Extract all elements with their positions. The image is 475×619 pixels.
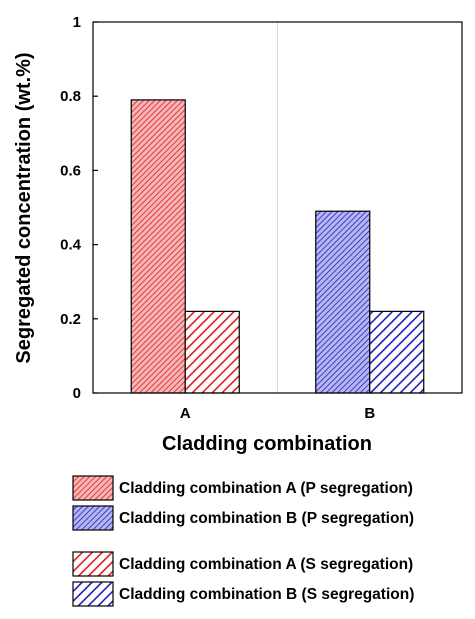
x-tick-label: B xyxy=(364,405,375,422)
y-tick-label: 0 xyxy=(73,385,81,402)
legend-label: Cladding combination A (S segregation) xyxy=(119,556,413,573)
legend-label: Cladding combination B (S segregation) xyxy=(119,586,414,603)
legend-swatch xyxy=(72,475,114,501)
bar-a-p xyxy=(130,99,186,394)
legend-label: Cladding combination B (P segregation) xyxy=(119,510,414,527)
legend-label: Cladding combination A (P segregation) xyxy=(119,480,413,497)
plot-frame xyxy=(92,21,463,394)
plot-area: A B 0 0.2 0.4 0.6 0.8 1 xyxy=(60,14,463,422)
legend-swatch xyxy=(72,581,114,607)
x-axis-title: Cladding combination xyxy=(162,433,372,455)
bar-b-p xyxy=(315,210,371,394)
x-tick-label: A xyxy=(180,405,191,422)
legend: Cladding combination A (P segregation) Cl… xyxy=(72,475,414,607)
y-tick-label: 0.6 xyxy=(60,162,81,179)
bar-b-s xyxy=(369,310,425,394)
y-tick-label: 0.2 xyxy=(60,311,81,328)
bar-a-s xyxy=(184,310,240,394)
legend-swatch xyxy=(72,551,114,577)
y-tick-label: 1 xyxy=(73,14,81,31)
y-tick-label: 0.4 xyxy=(60,237,82,254)
y-tick-label: 0.8 xyxy=(60,88,81,105)
legend-swatch xyxy=(72,505,114,531)
y-axis-title: Segregated concentration (wt.%) xyxy=(13,52,35,363)
